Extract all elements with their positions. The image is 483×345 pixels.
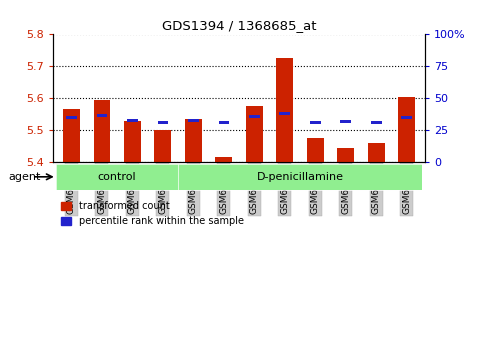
Bar	[401, 116, 412, 119]
Bar	[185, 119, 202, 162]
Text: agent: agent	[8, 172, 40, 182]
Bar	[127, 119, 138, 122]
Bar	[218, 121, 229, 124]
Bar	[276, 58, 293, 162]
Bar	[398, 97, 415, 162]
Bar	[94, 100, 110, 162]
Bar	[155, 130, 171, 162]
Bar	[368, 143, 384, 162]
Text: control: control	[98, 172, 137, 182]
Bar	[188, 119, 199, 122]
Title: GDS1394 / 1368685_at: GDS1394 / 1368685_at	[162, 19, 316, 32]
Bar	[371, 121, 382, 124]
Bar	[249, 115, 260, 118]
Legend: transformed count, percentile rank within the sample: transformed count, percentile rank withi…	[61, 201, 243, 226]
Bar	[341, 120, 351, 123]
Bar	[157, 121, 168, 124]
Bar	[63, 109, 80, 162]
Text: D-penicillamine: D-penicillamine	[256, 172, 343, 182]
Bar	[124, 121, 141, 162]
Bar	[66, 116, 77, 119]
Bar	[97, 114, 107, 117]
Bar	[338, 148, 354, 162]
Bar	[215, 157, 232, 162]
Bar	[280, 112, 290, 115]
Bar	[310, 121, 321, 124]
Bar	[246, 106, 263, 162]
Bar	[307, 138, 324, 162]
